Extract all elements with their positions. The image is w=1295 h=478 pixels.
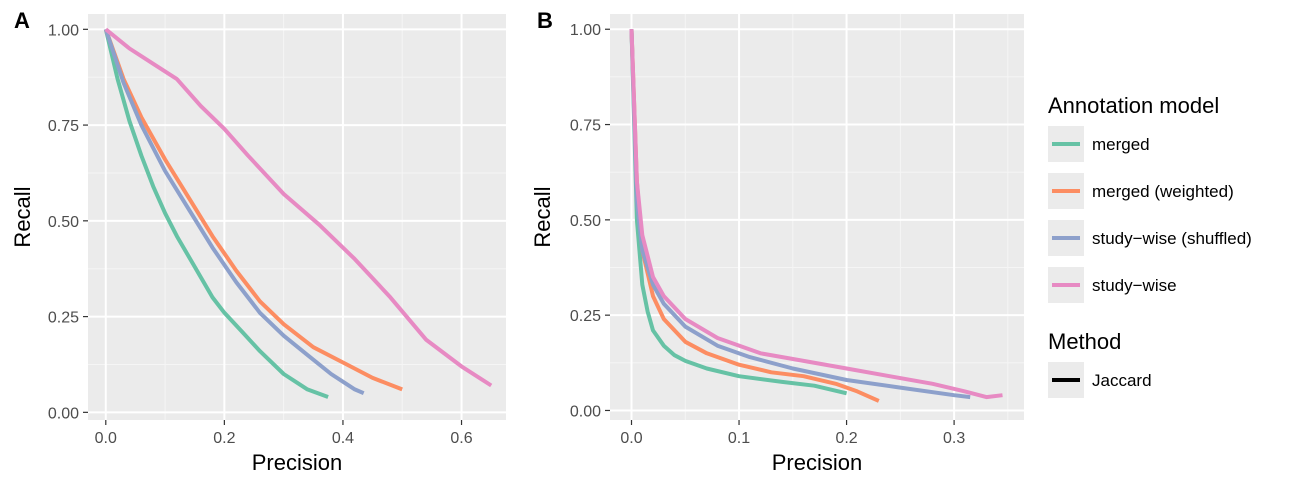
series-line-merged-b xyxy=(629,29,848,396)
y-tick-label-a: 0.00 xyxy=(48,405,79,422)
y-axis-title-a: Recall xyxy=(10,186,35,247)
panel-a: A 0.0 0.2 0.4 0.6 0.00 0.25 0.50 0.75 1.00 Preci… xyxy=(10,8,506,475)
legend: Annotation model merged merged (weighted)… xyxy=(1048,93,1252,398)
x-tick-label-b: 0.1 xyxy=(728,430,750,447)
legend-label: merged (weighted) xyxy=(1092,182,1234,201)
y-tick-label-a: 0.25 xyxy=(48,310,79,327)
x-tick-label-b: 0.3 xyxy=(943,430,965,447)
legend-label: study−wise xyxy=(1092,276,1177,295)
series-line-merged-weighted-a xyxy=(103,28,403,392)
y-tick-label-b: 1.00 xyxy=(570,22,601,39)
y-axis-title-b: Recall xyxy=(530,186,555,247)
grid-a xyxy=(88,14,506,420)
x-tick-label-a: 0.4 xyxy=(332,430,354,447)
series-b xyxy=(629,29,1003,403)
y-tick-label-b: 0.50 xyxy=(570,213,601,230)
legend-method-items: Jaccard xyxy=(1048,362,1152,398)
legend-label: study−wise (shuffled) xyxy=(1092,229,1252,248)
series-a xyxy=(103,27,493,399)
plot-background-a xyxy=(88,14,506,420)
x-tick-label-a: 0.2 xyxy=(213,430,235,447)
series-line-study-wise-shuffled-a xyxy=(103,28,365,396)
x-tick-label-a: 0.0 xyxy=(95,430,117,447)
y-tick-label-b: 0.00 xyxy=(570,403,601,420)
legend-label: merged xyxy=(1092,135,1150,154)
legend-method-item-jaccard: Jaccard xyxy=(1048,362,1152,398)
x-axis-title-a: Precision xyxy=(252,450,342,475)
x-axis-title-b: Precision xyxy=(772,450,862,475)
series-line-merged-a xyxy=(103,28,329,399)
y-tick-label-b: 0.75 xyxy=(570,118,601,135)
y-tick-label-a: 0.75 xyxy=(48,118,79,135)
panel-label-a: A xyxy=(14,8,30,33)
legend-item-merged-weighted: merged (weighted) xyxy=(1048,173,1234,209)
legend-method-title: Method xyxy=(1048,329,1121,354)
panel-label-b: B xyxy=(537,8,553,33)
x-tick-label-b: 0.2 xyxy=(835,430,857,447)
legend-item-study-wise: study−wise xyxy=(1048,267,1177,303)
legend-title: Annotation model xyxy=(1048,93,1219,118)
y-tick-label-a: 1.00 xyxy=(48,22,79,39)
series-line-study-wise-b xyxy=(629,29,1003,400)
ticks-b: 0.0 0.1 0.2 0.3 0.00 0.25 0.50 0.75 1.00 xyxy=(570,22,965,447)
panel-b: B 0.0 0.1 0.2 0.3 0.00 0.25 0.50 0.75 1.00 Preci… xyxy=(530,8,1024,475)
legend-item-study-wise-shuffled: study−wise (shuffled) xyxy=(1048,220,1252,256)
plot-background-b xyxy=(610,14,1024,420)
y-tick-label-a: 0.50 xyxy=(48,214,79,231)
legend-label: Jaccard xyxy=(1092,371,1152,390)
y-tick-label-b: 0.25 xyxy=(570,308,601,325)
legend-item-merged: merged xyxy=(1048,126,1150,162)
legend-items: merged merged (weighted) study−wise (shuff… xyxy=(1048,126,1252,303)
x-tick-label-a: 0.6 xyxy=(450,430,472,447)
x-tick-label-b: 0.0 xyxy=(620,430,642,447)
series-line-study-wise-shuffled-b xyxy=(629,29,971,400)
series-line-study-wise-a xyxy=(104,27,493,388)
ticks-a: 0.0 0.2 0.4 0.6 0.00 0.25 0.50 0.75 1.00 xyxy=(48,22,473,447)
